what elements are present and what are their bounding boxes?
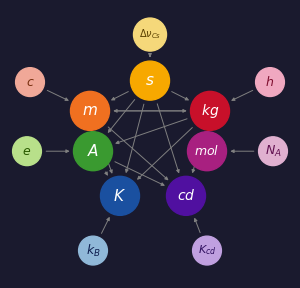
Circle shape	[188, 132, 226, 171]
Text: $k_B$: $k_B$	[85, 242, 100, 259]
Circle shape	[16, 68, 44, 96]
Text: $h$: $h$	[266, 75, 274, 89]
Circle shape	[74, 132, 112, 171]
Circle shape	[190, 91, 230, 130]
Text: $K$: $K$	[113, 188, 127, 204]
Text: $s$: $s$	[145, 73, 155, 88]
Text: $m$: $m$	[82, 103, 98, 118]
Circle shape	[167, 176, 206, 215]
Circle shape	[134, 18, 166, 51]
Circle shape	[256, 68, 284, 96]
Text: $\Delta\nu_{Cs}$: $\Delta\nu_{Cs}$	[139, 28, 161, 41]
Text: $A$: $A$	[87, 143, 99, 159]
Circle shape	[130, 61, 170, 100]
Text: $e$: $e$	[22, 145, 32, 158]
Circle shape	[70, 91, 110, 130]
Circle shape	[193, 236, 221, 265]
Text: $cd$: $cd$	[177, 188, 195, 203]
Text: $K_{cd}$: $K_{cd}$	[198, 244, 216, 257]
Text: $c$: $c$	[26, 75, 34, 89]
Circle shape	[259, 137, 287, 166]
Circle shape	[100, 176, 140, 215]
Text: $kg$: $kg$	[201, 102, 219, 120]
Circle shape	[79, 236, 107, 265]
Text: $mol$: $mol$	[194, 144, 220, 158]
Circle shape	[13, 137, 41, 166]
Text: $N_A$: $N_A$	[265, 144, 281, 159]
